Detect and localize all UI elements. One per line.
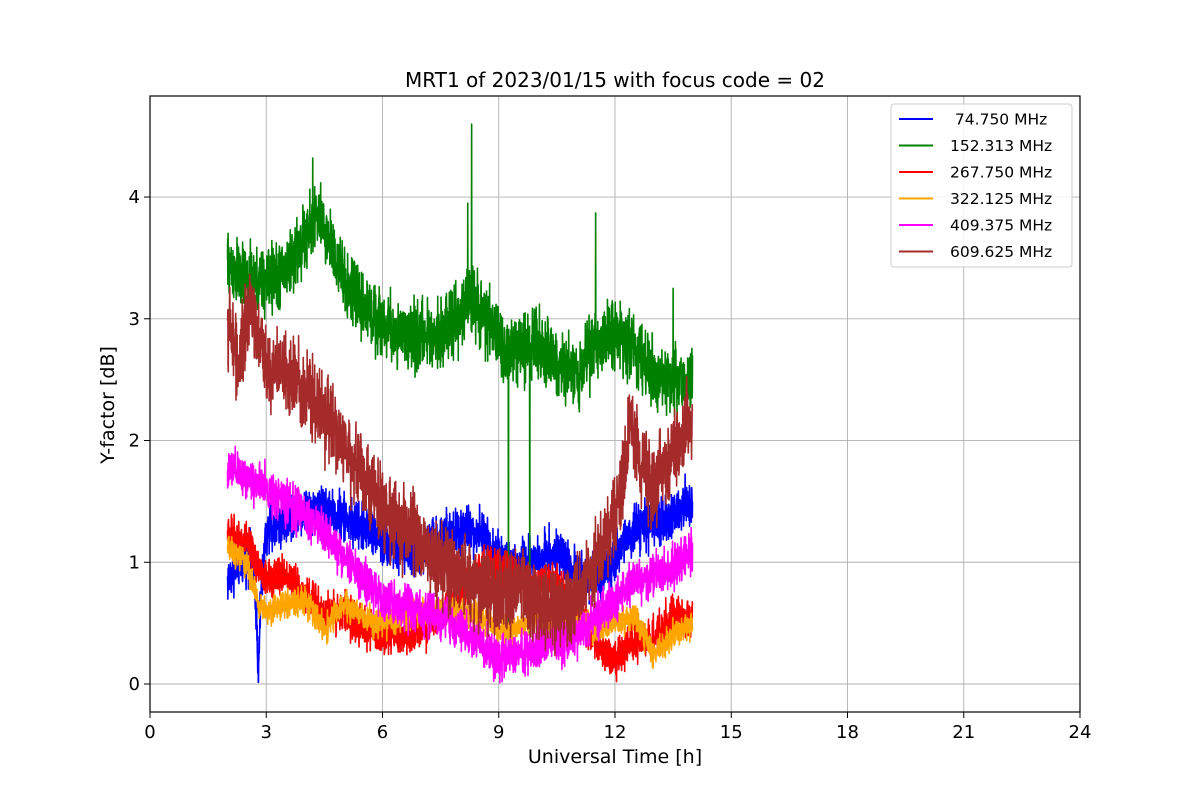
x-tick-label: 6 (377, 722, 388, 743)
legend-label: 152.313 MHz (950, 137, 1052, 155)
x-tick-label: 3 (261, 722, 272, 743)
series-layer (226, 123, 694, 684)
y-tick-label: 1 (129, 552, 140, 573)
x-tick-label: 24 (1069, 722, 1092, 743)
legend-label: 74.750 MHz (950, 111, 1047, 129)
legend-label: 322.125 MHz (950, 190, 1052, 208)
x-axis: 0 3 6 9 12 15 18 21 24 (144, 712, 1091, 743)
series-line (226, 445, 694, 684)
x-tick-label: 15 (720, 722, 743, 743)
y-tick-label: 4 (129, 187, 140, 208)
x-tick-label: 9 (493, 722, 504, 743)
x-tick-label: 18 (836, 722, 859, 743)
series-line (226, 123, 694, 649)
y-axis-label: Y-factor [dB] (97, 346, 119, 465)
legend-label: 409.375 MHz (950, 217, 1052, 235)
legend-label: 609.625 MHz (950, 243, 1052, 261)
y-tick-label: 0 (129, 674, 140, 695)
x-tick-label: 0 (144, 722, 155, 743)
x-axis-label: Universal Time [h] (528, 746, 702, 768)
y-axis: 0 1 2 3 4 (129, 187, 150, 695)
legend-label: 267.750 MHz (950, 164, 1052, 182)
x-tick-label: 21 (952, 722, 975, 743)
legend-box (890, 103, 1073, 268)
chart-title: MRT1 of 2023/01/15 with focus code = 02 (405, 68, 825, 92)
y-tick-label: 2 (129, 431, 140, 452)
x-tick-label: 12 (604, 722, 627, 743)
legend: 74.750 MHz 152.313 MHz 267.750 MHz 322.125 … (890, 103, 1073, 268)
series-line (226, 273, 694, 657)
y-tick-label: 3 (129, 309, 140, 330)
